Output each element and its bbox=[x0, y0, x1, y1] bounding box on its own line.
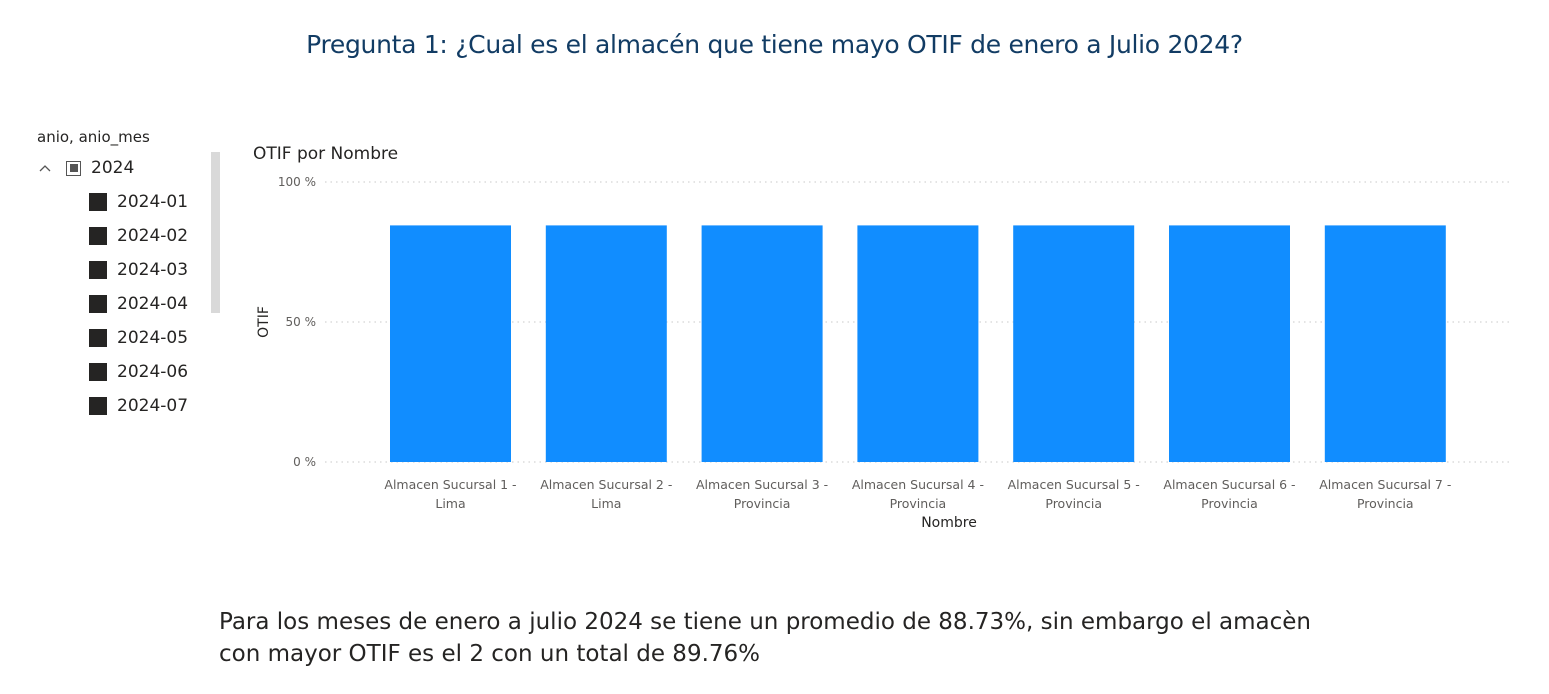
slicer-month-label: 2024-01 bbox=[117, 192, 189, 212]
slicer-year-row[interactable]: 2024 bbox=[38, 158, 134, 178]
checkbox-filled-icon[interactable] bbox=[89, 193, 107, 211]
checkbox-filled-icon[interactable] bbox=[89, 261, 107, 279]
x-tick-label: Provincia bbox=[890, 496, 947, 511]
slicer-month-label: 2024-06 bbox=[117, 362, 189, 382]
x-tick-label: Almacen Sucursal 4 - bbox=[852, 477, 984, 492]
slicer-month-label: 2024-05 bbox=[117, 328, 189, 348]
slicer-year-label: 2024 bbox=[91, 158, 135, 178]
x-tick-label: Provincia bbox=[1201, 496, 1258, 511]
y-tick-label: 50 % bbox=[286, 315, 317, 329]
x-axis-label: Nombre bbox=[921, 515, 977, 531]
x-tick-label: Almacen Sucursal 1 - bbox=[384, 477, 516, 492]
bar[interactable] bbox=[1169, 225, 1290, 462]
checkbox-filled-icon[interactable] bbox=[89, 329, 107, 347]
page-title: Pregunta 1: ¿Cual es el almacén que tien… bbox=[306, 30, 1243, 59]
summary-text: Para los meses de enero a julio 2024 se … bbox=[219, 609, 1311, 667]
checkbox-filled-icon[interactable] bbox=[89, 363, 107, 381]
x-tick-label: Provincia bbox=[1357, 496, 1414, 511]
slicer-month-item[interactable]: 2024-02 bbox=[89, 226, 188, 246]
chevron-up-icon[interactable] bbox=[38, 161, 52, 175]
bar[interactable] bbox=[701, 225, 823, 462]
slicer-header: anio, anio_mes bbox=[37, 128, 150, 146]
checkbox-filled-icon[interactable] bbox=[89, 397, 107, 415]
checkbox-partial-icon[interactable] bbox=[66, 160, 81, 176]
slicer-month-item[interactable]: 2024-03 bbox=[89, 260, 188, 280]
y-axis-label: OTIF bbox=[256, 306, 272, 338]
x-tick-label: Provincia bbox=[1045, 496, 1102, 511]
x-tick-label: Almacen Sucursal 7 - bbox=[1319, 477, 1451, 492]
slicer-month-item[interactable]: 2024-01 bbox=[89, 192, 188, 212]
slicer-month-item[interactable]: 2024-07 bbox=[89, 396, 188, 416]
chart-title: OTIF por Nombre bbox=[253, 144, 399, 164]
x-tick-label: Almacen Sucursal 3 - bbox=[696, 477, 828, 492]
slicer-month-label: 2024-04 bbox=[117, 294, 189, 314]
bar[interactable] bbox=[1013, 225, 1135, 462]
x-tick-label: Provincia bbox=[734, 496, 791, 511]
slicer-month-item[interactable]: 2024-04 bbox=[89, 294, 188, 314]
slicer-month-label: 2024-07 bbox=[117, 396, 189, 416]
chart-plot: 0 % 50 % 100 % OTIF Almacen Sucursal 1 - Lima… bbox=[256, 175, 1510, 531]
x-tick-label: Almacen Sucursal 2 - bbox=[540, 477, 672, 492]
checkbox-filled-icon[interactable] bbox=[89, 295, 107, 313]
slicer-scrollbar[interactable] bbox=[211, 152, 220, 313]
x-tick-label: Lima bbox=[591, 496, 621, 511]
slicer-month-label: 2024-02 bbox=[117, 226, 189, 246]
bar[interactable] bbox=[545, 225, 667, 462]
bar[interactable] bbox=[390, 225, 511, 462]
x-tick-label: Lima bbox=[435, 496, 465, 511]
slicer-month-item[interactable]: 2024-06 bbox=[89, 362, 188, 382]
bar[interactable] bbox=[1324, 225, 1446, 462]
checkbox-filled-icon[interactable] bbox=[89, 227, 107, 245]
slicer-month-label: 2024-03 bbox=[117, 260, 189, 280]
y-tick-label: 100 % bbox=[278, 175, 316, 189]
x-tick-label: Almacen Sucursal 6 - bbox=[1163, 477, 1295, 492]
y-tick-label: 0 % bbox=[293, 455, 316, 469]
date-slicer: anio, anio_mes 2024 2024-01 2024-02 2024-0… bbox=[30, 128, 230, 428]
bar[interactable] bbox=[857, 225, 979, 462]
slicer-month-item[interactable]: 2024-05 bbox=[89, 328, 188, 348]
otif-bar-chart: OTIF por Nombre 0 % 50 % 100 % OTIF Almacen … bbox=[240, 140, 1520, 540]
x-tick-label: Almacen Sucursal 5 - bbox=[1008, 477, 1140, 492]
